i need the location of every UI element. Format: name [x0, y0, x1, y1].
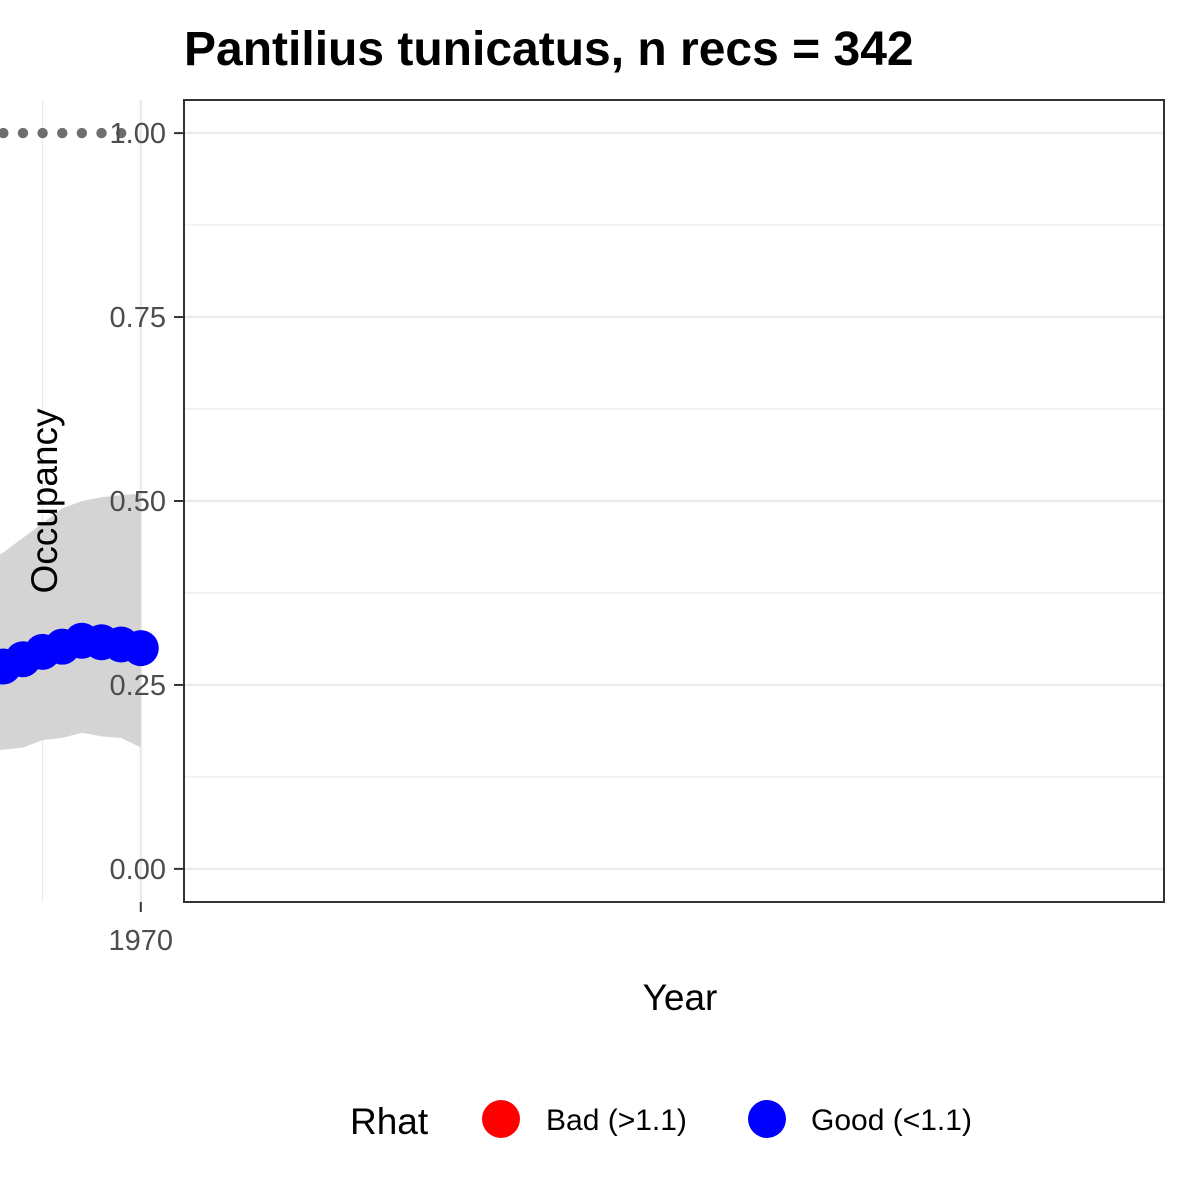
- recording-dot: [37, 127, 48, 139]
- confidence-ribbon: [0, 493, 141, 750]
- legend-title: Rhat: [350, 1101, 429, 1142]
- y-tick-label: 0.25: [110, 670, 166, 702]
- x-axis: 19701980199020002010: [109, 902, 174, 957]
- y-axis-title: Occupancy: [24, 408, 65, 594]
- x-axis-title: Year: [643, 977, 718, 1018]
- legend-label-good: Good (<1.1): [811, 1104, 972, 1137]
- legend-key-good: [748, 1100, 786, 1138]
- recording-dot: [96, 127, 107, 139]
- recording-dot: [76, 127, 88, 139]
- legend: Rhat Bad (>1.1) Good (<1.1): [350, 1100, 972, 1142]
- recording-dot: [0, 127, 9, 139]
- ribbon-area: [0, 493, 141, 750]
- y-tick-label: 1.00: [110, 118, 166, 150]
- recording-dot: [17, 127, 29, 139]
- chart-title: Pantilius tunicatus, n recs = 342: [184, 23, 914, 76]
- y-axis: 0.00 0.25 0.50 0.75 1.00: [110, 118, 184, 886]
- recording-dot: [115, 127, 127, 139]
- occupancy-point-good: [0, 666, 2, 682]
- minor-gridlines: [41, 100, 1164, 902]
- y-tick-label: 0.50: [110, 486, 166, 518]
- legend-label-bad: Bad (>1.1): [546, 1104, 687, 1137]
- legend-key-bad: [482, 1100, 520, 1138]
- recording-dot: [57, 127, 68, 139]
- y-tick-label: 0.75: [110, 302, 166, 334]
- occupancy-point-good: [0, 648, 22, 685]
- y-tick-label: 0.00: [110, 854, 166, 886]
- occupancy-points: [0, 622, 159, 685]
- recording-years-dots: [0, 127, 127, 139]
- x-tick-label: 1970: [109, 925, 174, 957]
